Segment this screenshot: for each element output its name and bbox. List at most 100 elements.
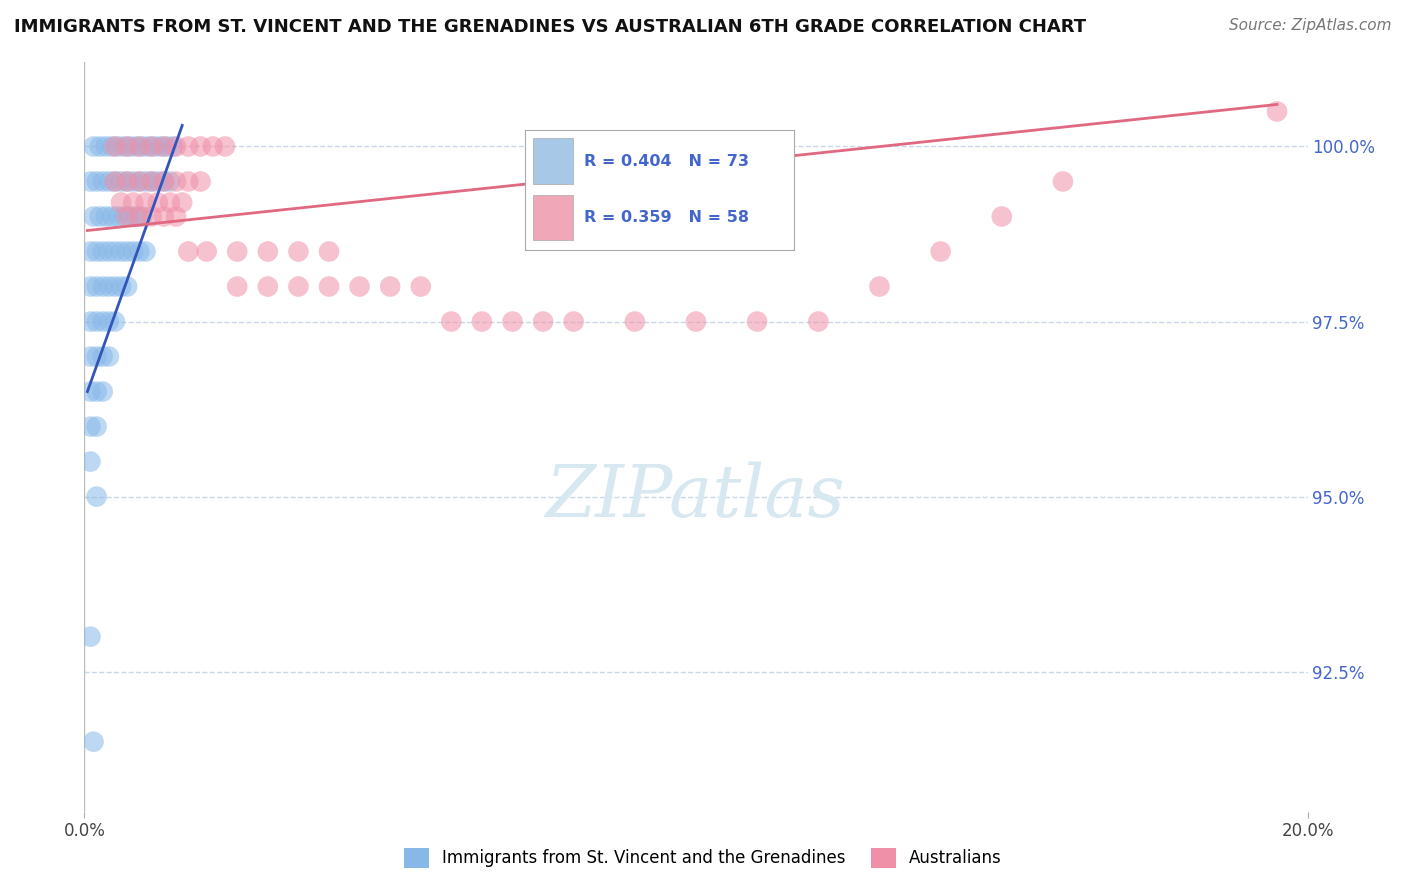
Point	[135, 174, 157, 188]
Point	[110, 279, 132, 293]
Point	[287, 279, 309, 293]
Point	[94, 210, 117, 224]
Point	[747, 314, 769, 328]
Point	[115, 279, 138, 293]
Point	[89, 210, 111, 224]
Point	[97, 314, 120, 328]
Point	[1265, 104, 1288, 119]
Point	[128, 210, 150, 224]
Point	[226, 244, 249, 259]
Point	[122, 244, 145, 259]
Point	[104, 139, 127, 153]
Point	[177, 139, 200, 153]
Point	[104, 279, 127, 293]
Point	[91, 384, 114, 399]
Point	[162, 139, 184, 153]
Point	[112, 210, 135, 224]
Point	[195, 244, 218, 259]
Point	[91, 174, 114, 188]
Point	[86, 384, 108, 399]
Legend: Immigrants from St. Vincent and the Grenadines, Australians: Immigrants from St. Vincent and the Gren…	[398, 841, 1008, 875]
Point	[141, 174, 163, 188]
Point	[440, 314, 463, 328]
Point	[122, 174, 145, 188]
Point	[146, 195, 169, 210]
Point	[159, 174, 181, 188]
Point	[156, 139, 179, 153]
Point	[97, 279, 120, 293]
Point	[177, 174, 200, 188]
Point	[83, 139, 105, 153]
Point	[91, 279, 114, 293]
Point	[141, 210, 163, 224]
Point	[86, 244, 108, 259]
Point	[624, 314, 647, 328]
Point	[807, 314, 830, 328]
Point	[1052, 174, 1074, 188]
Point	[115, 174, 138, 188]
Point	[115, 174, 138, 188]
Point	[79, 630, 101, 644]
Point	[104, 174, 127, 188]
Point	[97, 350, 120, 364]
Point	[172, 195, 194, 210]
Point	[146, 174, 169, 188]
Point	[153, 139, 176, 153]
Point	[110, 174, 132, 188]
Point	[104, 244, 127, 259]
Point	[86, 174, 108, 188]
Point	[91, 350, 114, 364]
Point	[190, 174, 212, 188]
Point	[502, 314, 524, 328]
Point	[79, 244, 101, 259]
Point	[214, 139, 236, 153]
Point	[318, 279, 340, 293]
Point	[128, 244, 150, 259]
Point	[107, 139, 129, 153]
Point	[91, 314, 114, 328]
Point	[159, 195, 181, 210]
Point	[318, 244, 340, 259]
Point	[929, 244, 952, 259]
Point	[79, 174, 101, 188]
Point	[79, 314, 101, 328]
Point	[101, 139, 124, 153]
Point	[869, 279, 891, 293]
Point	[257, 244, 280, 259]
Point	[115, 210, 138, 224]
Point	[141, 174, 163, 188]
Point	[141, 139, 163, 153]
Text: Source: ZipAtlas.com: Source: ZipAtlas.com	[1229, 18, 1392, 33]
Point	[120, 210, 142, 224]
Point	[110, 195, 132, 210]
Point	[128, 174, 150, 188]
Point	[177, 244, 200, 259]
Point	[226, 279, 249, 293]
Point	[128, 139, 150, 153]
Point	[991, 210, 1014, 224]
Point	[86, 490, 108, 504]
Point	[79, 350, 101, 364]
Point	[91, 244, 114, 259]
Point	[131, 210, 153, 224]
Point	[153, 174, 176, 188]
Point	[257, 279, 280, 293]
Point	[165, 210, 187, 224]
Point	[110, 244, 132, 259]
Text: IMMIGRANTS FROM ST. VINCENT AND THE GRENADINES VS AUSTRALIAN 6TH GRADE CORRELATI: IMMIGRANTS FROM ST. VINCENT AND THE GREN…	[14, 18, 1087, 36]
Point	[125, 210, 148, 224]
Point	[165, 139, 187, 153]
Point	[135, 195, 157, 210]
Point	[79, 419, 101, 434]
Point	[83, 210, 105, 224]
Point	[125, 139, 148, 153]
Point	[86, 419, 108, 434]
Point	[138, 139, 160, 153]
Point	[380, 279, 402, 293]
Point	[104, 314, 127, 328]
Point	[143, 139, 166, 153]
Point	[562, 314, 585, 328]
Point	[190, 139, 212, 153]
Point	[165, 174, 187, 188]
Text: ZIPatlas: ZIPatlas	[546, 462, 846, 533]
